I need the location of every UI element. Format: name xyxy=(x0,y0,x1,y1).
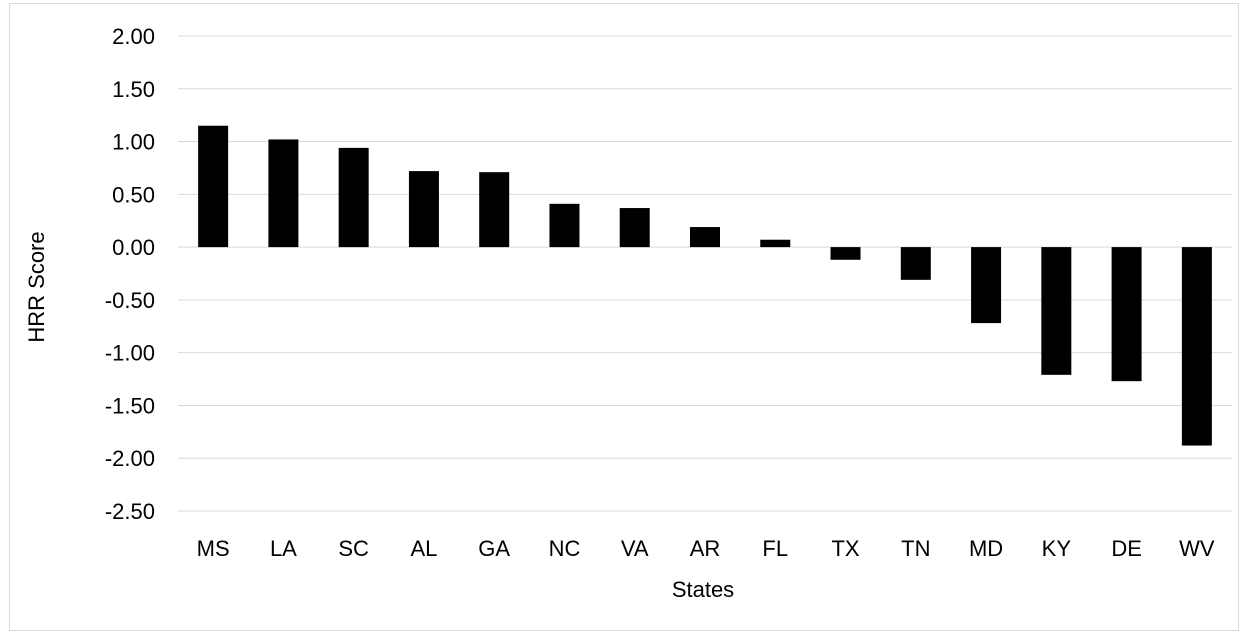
bar-al xyxy=(408,171,439,248)
y-tick-label: -1.00 xyxy=(105,341,155,366)
x-tick-label: AL xyxy=(410,536,437,561)
y-tick-label: -0.50 xyxy=(105,288,155,313)
gridlines xyxy=(178,35,1232,512)
x-tick-label: TX xyxy=(831,536,859,561)
x-tick-label: DE xyxy=(1111,536,1142,561)
bar-nc xyxy=(549,203,580,248)
x-tick-label: LA xyxy=(270,536,297,561)
y-axis-tick-labels: 2.00 1.50 1.00 0.50 0.00 -0.50 -1.00 -1.50 -2.00… xyxy=(105,24,155,524)
x-tick-label: TN xyxy=(901,536,930,561)
y-tick-label: 2.00 xyxy=(112,24,155,49)
bar-ga xyxy=(479,172,510,248)
chart-area xyxy=(9,3,1239,631)
bar-ky xyxy=(1041,247,1072,375)
bar-va xyxy=(619,208,650,248)
bar-ms xyxy=(198,125,229,248)
x-tick-label: MS xyxy=(197,536,230,561)
x-tick-label: KY xyxy=(1042,536,1072,561)
y-tick-label: -2.50 xyxy=(105,499,155,524)
bar-wv xyxy=(1181,247,1212,446)
x-tick-label: GA xyxy=(478,536,510,561)
y-tick-label: 1.00 xyxy=(112,130,155,155)
x-tick-label: MD xyxy=(969,536,1003,561)
bar-ar xyxy=(690,227,720,248)
bar-tx xyxy=(830,247,861,260)
x-tick-label: FL xyxy=(762,536,788,561)
x-tick-label: NC xyxy=(549,536,581,561)
x-tick-label: WV xyxy=(1179,536,1215,561)
x-axis-tick-labels: MS LA SC AL GA NC VA AR FL TX TN MD KY DE WV xyxy=(197,536,1215,561)
x-tick-label: AR xyxy=(690,536,721,561)
y-tick-label: 1.50 xyxy=(112,77,155,102)
x-tick-label: VA xyxy=(621,536,649,561)
bar-tn xyxy=(900,247,931,280)
bar-sc xyxy=(338,147,369,248)
x-tick-label: SC xyxy=(338,536,369,561)
y-tick-label: 0.00 xyxy=(112,235,155,260)
bar-md xyxy=(971,247,1002,324)
bar-la xyxy=(268,139,299,248)
y-tick-label: -1.50 xyxy=(105,393,155,418)
y-axis-title: HRR Score xyxy=(24,231,49,342)
y-tick-label: 0.50 xyxy=(112,182,155,207)
y-tick-label: -2.00 xyxy=(105,446,155,471)
bar-de xyxy=(1111,247,1142,382)
x-axis-title: States xyxy=(672,577,734,602)
bar-fl xyxy=(760,239,791,248)
bars xyxy=(198,125,1212,446)
